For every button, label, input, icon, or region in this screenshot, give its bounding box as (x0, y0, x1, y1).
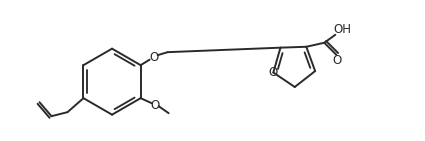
Text: OH: OH (333, 23, 351, 36)
Text: O: O (149, 51, 158, 64)
Text: O: O (150, 99, 159, 112)
Text: O: O (333, 54, 342, 67)
Text: O: O (269, 66, 278, 79)
